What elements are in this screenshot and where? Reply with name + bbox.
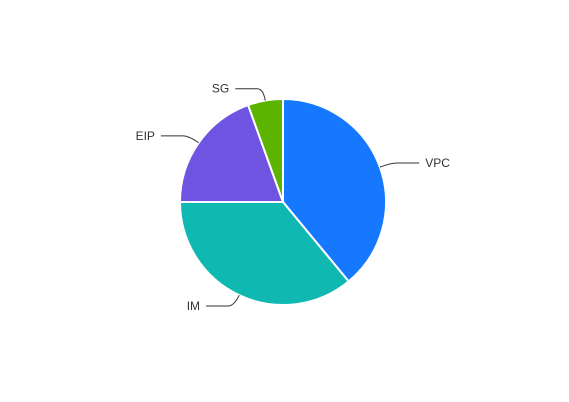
leader-line-eip: [160, 135, 200, 144]
pie-slice-vpc: [282, 98, 387, 283]
pie-slice-eip: [179, 104, 284, 203]
slice-label-vpc: VPC: [425, 156, 450, 170]
pie-slice-sg: [247, 98, 284, 203]
slice-label-sg: SG: [212, 82, 229, 96]
slices-layer: [179, 98, 387, 306]
leaders-layer: [160, 88, 420, 307]
pie-slice-im: [179, 201, 350, 306]
leader-line-vpc: [379, 162, 420, 168]
leader-line-im: [206, 294, 240, 307]
slice-label-im: IM: [187, 299, 200, 313]
leader-line-sg: [235, 88, 266, 101]
labels-layer: VPC IM EIP SG: [136, 82, 451, 313]
slice-label-eip: EIP: [136, 129, 155, 143]
